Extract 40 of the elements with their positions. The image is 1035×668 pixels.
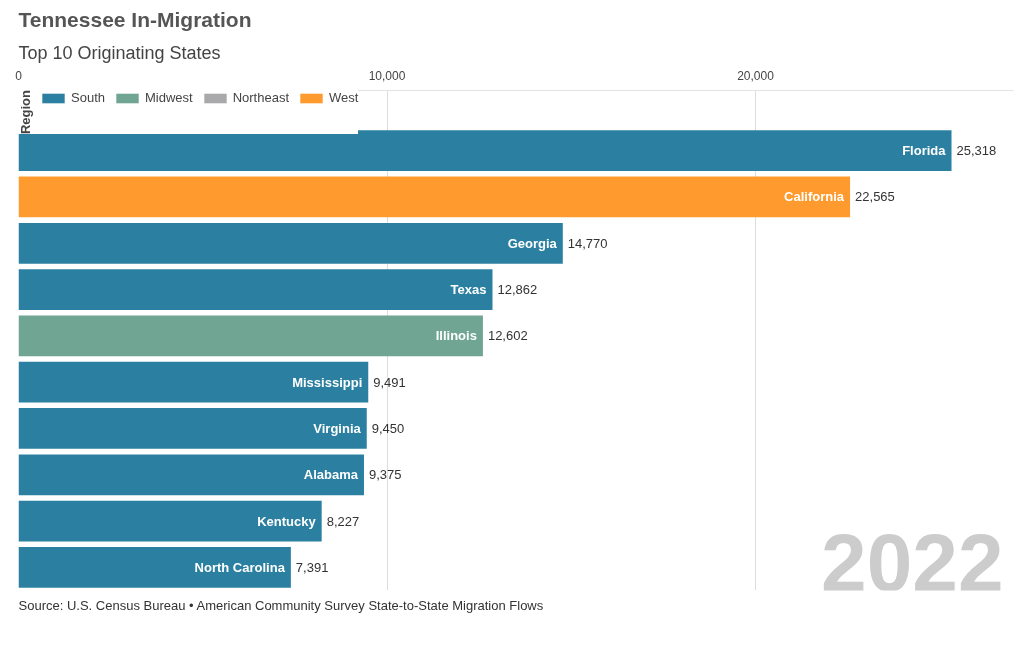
y-tick-label: California xyxy=(784,189,845,205)
x-tick-label: 10,000 xyxy=(368,68,406,83)
bar xyxy=(18,361,369,403)
text: 9,450 xyxy=(371,420,405,436)
text: 9,491 xyxy=(373,374,406,390)
y-tick-label: Virginia xyxy=(313,420,362,436)
bar xyxy=(18,546,291,588)
y-tick-label: North Carolina xyxy=(194,559,286,575)
y-tick-label: Texas xyxy=(450,282,487,298)
legend-label: Midwest xyxy=(144,90,193,105)
y-tick-label: Illinois xyxy=(435,328,477,344)
bar xyxy=(18,176,851,218)
x-tick-label: 20,000 xyxy=(737,68,775,83)
text: 9,375 xyxy=(368,467,402,483)
chart-title: Tennessee In-Migration xyxy=(18,7,252,31)
y-tick-label: Florida xyxy=(902,143,947,159)
text: 14,770 xyxy=(567,235,608,251)
text: 25,318 xyxy=(956,143,997,159)
text: 8,227 xyxy=(326,513,360,529)
y-tick-label: Alabama xyxy=(303,467,359,483)
text: 7,391 xyxy=(295,559,329,575)
bar xyxy=(18,222,563,264)
bar xyxy=(18,454,364,496)
text: 12,602 xyxy=(487,328,528,344)
bar xyxy=(18,408,367,449)
y-tick-label: Kentucky xyxy=(257,513,317,529)
chart-subtitle: Top 10 Originating States xyxy=(18,42,221,63)
bar xyxy=(18,500,322,542)
legend-label: South xyxy=(71,90,105,105)
text: 22,565 xyxy=(855,189,895,205)
source-note: Source: U.S. Census Bureau • American Community Survey State-to-State Migration Flows xyxy=(18,597,544,613)
legend-title: Region xyxy=(18,90,33,135)
y-tick-label: Mississippi xyxy=(292,374,363,390)
y-tick-label: Georgia xyxy=(507,235,558,251)
text: 12,862 xyxy=(497,282,538,298)
x-tick-label: 0 xyxy=(15,68,23,83)
bar xyxy=(18,315,483,357)
legend-label: West xyxy=(329,90,359,105)
legend-label: Northeast xyxy=(232,90,290,105)
bar xyxy=(18,269,493,310)
